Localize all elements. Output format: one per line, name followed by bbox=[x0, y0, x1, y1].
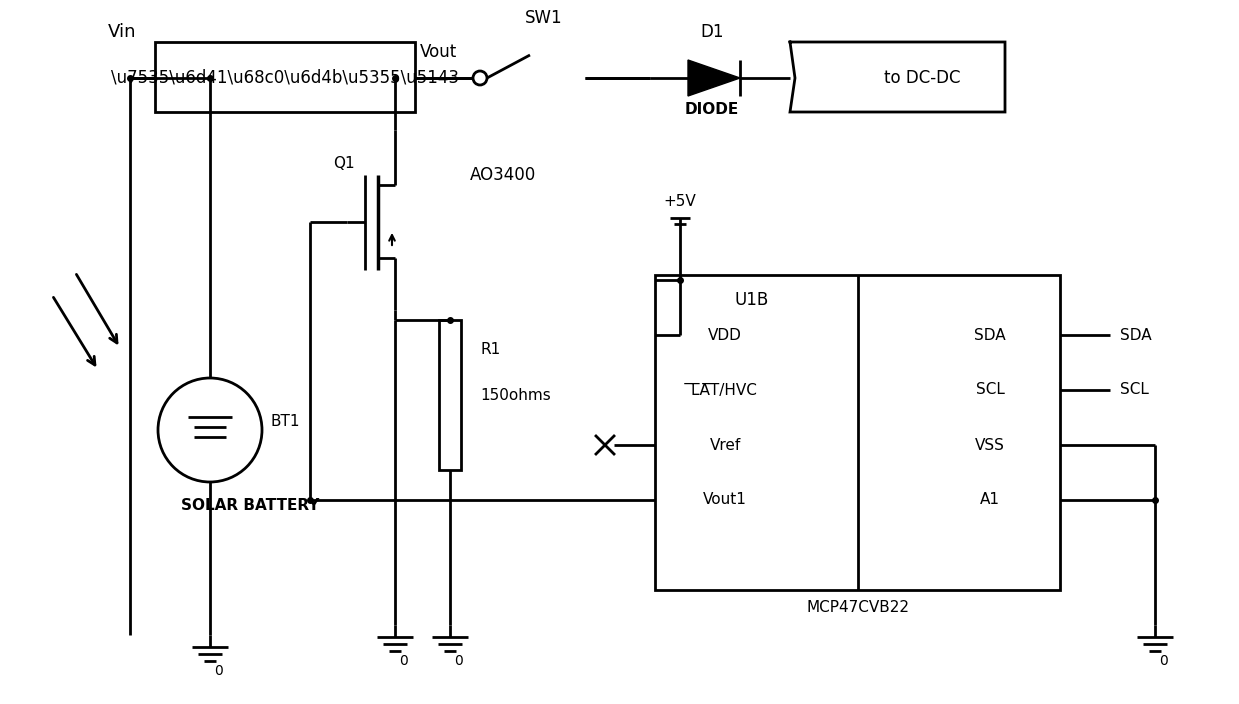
Text: ̅L̅A̅T/HVC: ̅L̅A̅T/HVC bbox=[693, 382, 758, 398]
Text: \u7535\u6d41\u68c0\u6d4b\u5355\u5143: \u7535\u6d41\u68c0\u6d4b\u5355\u5143 bbox=[112, 68, 458, 86]
Text: VDD: VDD bbox=[707, 327, 742, 343]
Text: BT1: BT1 bbox=[270, 415, 300, 429]
Text: U1B: U1B bbox=[735, 291, 769, 309]
Text: SCL: SCL bbox=[1120, 382, 1149, 398]
Circle shape bbox=[473, 71, 487, 85]
Text: +5V: +5V bbox=[664, 194, 696, 210]
Text: AO3400: AO3400 bbox=[470, 166, 536, 184]
Bar bbox=[155, 42, 415, 112]
Text: R1: R1 bbox=[479, 343, 501, 358]
Text: SCL: SCL bbox=[975, 382, 1005, 398]
Text: Vin: Vin bbox=[108, 23, 136, 41]
Bar bbox=[439, 320, 461, 470]
Circle shape bbox=[159, 378, 261, 482]
Text: DIODE: DIODE bbox=[685, 103, 740, 118]
Text: Vout: Vout bbox=[420, 43, 457, 61]
Text: 0: 0 bbox=[453, 654, 462, 668]
Text: VSS: VSS bbox=[975, 437, 1005, 453]
Text: 0: 0 bbox=[399, 654, 408, 668]
Text: 0: 0 bbox=[1158, 654, 1167, 668]
Text: D1: D1 bbox=[700, 23, 724, 41]
Text: 0: 0 bbox=[214, 664, 223, 678]
Text: Vout1: Vout1 bbox=[703, 493, 747, 508]
Text: to DC-DC: to DC-DC bbox=[885, 69, 960, 87]
Text: SDA: SDA bbox=[974, 327, 1006, 343]
Text: SW1: SW1 bbox=[525, 9, 563, 27]
Bar bbox=[655, 275, 1061, 590]
Text: MCP47CVB22: MCP47CVB22 bbox=[807, 601, 909, 615]
Text: SDA: SDA bbox=[1120, 327, 1151, 343]
Polygon shape bbox=[688, 60, 740, 96]
Text: Vref: Vref bbox=[710, 437, 741, 453]
Text: A1: A1 bbox=[980, 493, 1000, 508]
Text: Q1: Q1 bbox=[333, 156, 356, 170]
Text: 150ohms: 150ohms bbox=[479, 387, 551, 403]
Text: SOLAR BATTERY: SOLAR BATTERY bbox=[181, 498, 320, 513]
